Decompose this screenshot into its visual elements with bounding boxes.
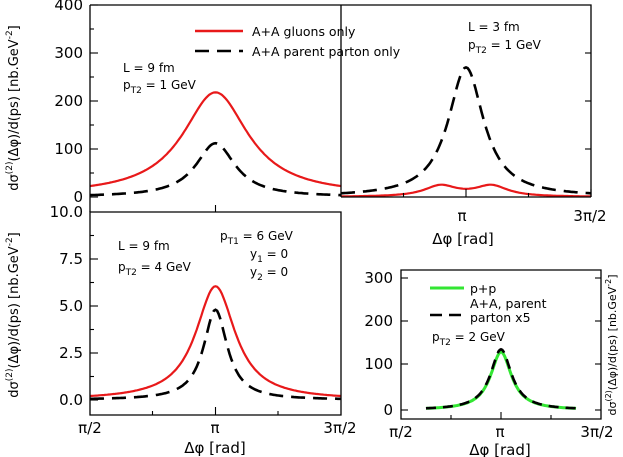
ytick-label-100: 100 — [54, 140, 83, 158]
annotation-pt2: pT2 = 1 GeV — [468, 38, 542, 56]
ytick-label-0: 0.0 — [59, 391, 83, 409]
legend-label-parent: A+A parent parton only — [252, 44, 401, 59]
xtick-label-pi2: π/2 — [389, 423, 413, 441]
legend-label-gluons: A+A gluons only — [252, 24, 356, 39]
ytick-label-0: 0 — [383, 401, 393, 419]
series-line-a-a-parent-parton-x5 — [425, 347, 577, 410]
annotation-L: L = 9 fm — [118, 239, 170, 253]
y-axis-title: dσ(2)(Δφ)/d(ps) [nb.GeV-2] — [5, 232, 22, 398]
panel-top-left: 400 300 200 100 0 dσ(2)(Δφ)/d(ps) [nb.Ge… — [5, 0, 342, 212]
y-axis-title: dσ(2)(Δφ)/d(ps) [nb.GeV-2] — [5, 25, 22, 191]
xtick-label-pi: π — [495, 423, 504, 441]
series-line-a-a-gluons-only — [89, 285, 342, 398]
x-axis-title: Δφ [rad] — [184, 439, 246, 457]
ytick-label-400: 400 — [54, 0, 83, 14]
xtick-label-pi2: π/2 — [78, 419, 102, 437]
annotation-pt2: pT2 = 4 GeV — [118, 260, 192, 278]
ytick-label-0: 0 — [73, 188, 83, 206]
legend-label-aa-1: A+A, parent — [470, 296, 547, 311]
xtick-label-pi: π — [210, 419, 219, 437]
xtick-label-3pi2: 3π/2 — [580, 423, 613, 441]
xtick-label-3pi2: 3π/2 — [323, 419, 356, 437]
annotation-pt2: pT2 = 2 GeV — [432, 330, 506, 348]
ytick-label-5: 5.0 — [59, 297, 83, 315]
annotation-pt1: pT1 = 6 GeV — [220, 229, 294, 247]
panel-bottom-right: 300 200 100 0 π/2 π 3π/2 Δφ [rad] dσ(2)(… — [364, 269, 619, 457]
panel-bottom-left-curves — [89, 285, 342, 401]
xtick-label-3pi2: 3π/2 — [573, 207, 606, 225]
x-axis-title: Δφ [rad] — [469, 441, 531, 457]
panel-top-right: π 3π/2 Δφ [rad] L = 3 fm pT2 = 1 GeV — [340, 4, 607, 248]
annotation-L: L = 3 fm — [468, 20, 520, 34]
ytick-label-200: 200 — [364, 312, 393, 330]
xtick-label-pi: π — [457, 207, 466, 225]
panel-top-left-frame — [89, 4, 341, 212]
series-line-a-a-parent-parton-only — [90, 308, 341, 401]
panel-bottom-left-frame — [89, 211, 342, 416]
ytick-label-2.5: 2.5 — [59, 344, 83, 362]
annotation-pt2: pT2 = 1 GeV — [123, 78, 197, 96]
panel-bottom-right-curves — [425, 347, 577, 410]
series-line-a-a-gluons-only — [89, 91, 342, 188]
y-axis-title-right: dσ(2)(Δφ)/d(ps) [nb.GeV-2] — [604, 275, 619, 416]
panel-bottom-right-ticks — [401, 277, 601, 419]
annotation-L: L = 9 fm — [123, 61, 175, 75]
legend-label-pp: p+p — [470, 281, 496, 296]
panel-bottom-left: 10.0 7.5 5.0 2.5 0.0 π/2 π 3π/2 Δφ [rad]… — [5, 203, 357, 457]
legend-label-aa-2: parton x5 — [470, 310, 531, 325]
panel-bottom-right-frame — [400, 269, 602, 420]
x-axis-title: Δφ [rad] — [432, 230, 494, 248]
panel-top-left-yticks — [90, 4, 217, 212]
ytick-label-200: 200 — [54, 92, 83, 110]
series-line-a-a-parent-parton-only — [90, 141, 341, 197]
ytick-label-100: 100 — [364, 355, 393, 373]
ytick-label-10: 10.0 — [50, 203, 83, 221]
series-line-a-a-gluons-only — [341, 183, 591, 198]
ytick-label-300: 300 — [54, 44, 83, 62]
panel-bottom-left-ticks — [90, 234, 279, 415]
ytick-label-300: 300 — [364, 269, 393, 287]
legend-top: A+A gluons only A+A parent parton only — [195, 24, 401, 59]
ytick-label-7.5: 7.5 — [59, 250, 83, 268]
series-line-a-a-parent-parton-only — [340, 65, 592, 195]
panel-top-left-curves — [89, 91, 342, 197]
panel-top-right-ticks — [402, 52, 592, 197]
panel-top-right-curves — [340, 65, 592, 198]
